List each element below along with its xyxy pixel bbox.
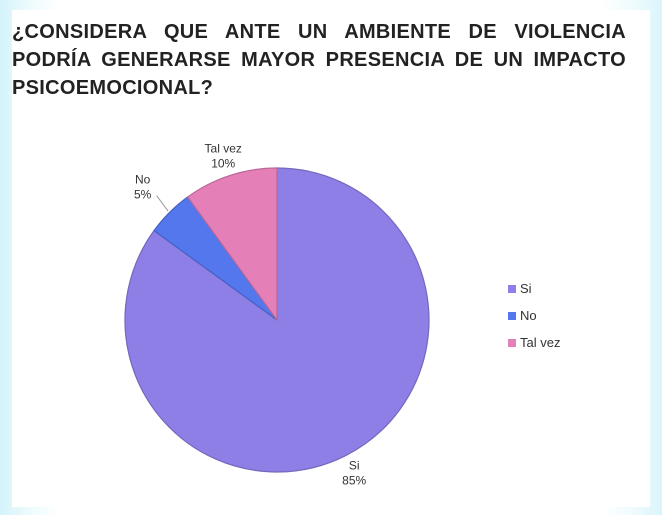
data-label-tal-vez: Tal vez 10% [205,142,242,171]
leader-lines [156,195,169,212]
legend-swatch-tal-vez [508,339,516,347]
legend-label-tal-vez: Tal vez [520,335,560,350]
data-label-si: Si 85% [342,458,366,487]
chart-title: ¿CONSIDERA QUE ANTE UN AMBIENTE DE VIOLE… [12,21,626,99]
legend-swatch-no [508,312,516,320]
legend-label-si: Si [520,281,532,296]
data-label-no: No 5% [134,173,152,202]
legend-swatch-si [508,285,516,293]
leader-line-no [156,195,169,212]
pie-slices [124,167,430,473]
pie-data-labels: Si 85% No 5% Tal vez 10% [134,142,367,488]
pie-slice-tal-vez [186,167,278,322]
legend-label-no: No [520,308,537,323]
chart-legend: Si No Tal vez [508,281,560,350]
